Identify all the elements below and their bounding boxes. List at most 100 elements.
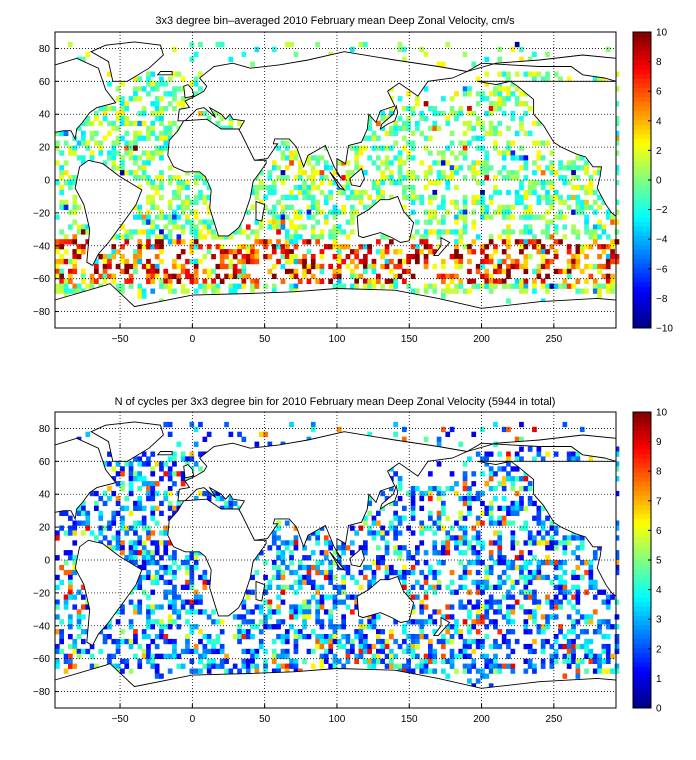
- bin-cell: [527, 130, 533, 136]
- bin-cell: [597, 545, 602, 551]
- bin-cell: [506, 609, 511, 615]
- bin-cell: [245, 589, 251, 595]
- bin-cell: [449, 165, 455, 171]
- bin-cell: [133, 530, 138, 536]
- bin-cell: [519, 446, 524, 452]
- bin-cell: [575, 589, 581, 595]
- bin-cell: [245, 648, 251, 655]
- bin-cell: [137, 258, 143, 265]
- bin-cell: [471, 471, 477, 477]
- bin-cell: [428, 150, 433, 156]
- bin-cell: [341, 564, 346, 571]
- bin-cell: [523, 258, 529, 265]
- bin-cell: [575, 574, 581, 581]
- bin-cell: [150, 184, 156, 191]
- bin-cell: [85, 515, 91, 521]
- bin-cell: [336, 229, 342, 235]
- bin-cell: [445, 160, 451, 166]
- bin-cell: [376, 189, 381, 196]
- bin-cell: [215, 288, 221, 294]
- bin-cell: [614, 254, 620, 260]
- bin-cell: [63, 278, 69, 284]
- bin-cell: [454, 283, 459, 289]
- bin-cell: [484, 254, 490, 260]
- bin-cell: [72, 520, 78, 526]
- bin-cell: [111, 125, 117, 131]
- bin-cell: [610, 254, 615, 260]
- colorbar-segment: [633, 45, 651, 52]
- bin-cell: [137, 249, 143, 255]
- bin-cell: [584, 229, 589, 235]
- colorbar-segment: [633, 221, 651, 227]
- bin-cell: [371, 258, 377, 265]
- bin-cell: [302, 224, 307, 230]
- bin-cell: [98, 515, 104, 521]
- bin-cell: [180, 101, 186, 107]
- bin-cell: [202, 653, 208, 659]
- bin-cell: [276, 520, 281, 526]
- bin-cell: [154, 579, 160, 585]
- bin-cell: [462, 540, 468, 546]
- bin-cell: [250, 229, 255, 235]
- bin-cell: [584, 648, 589, 655]
- colorbar-tick-label: −4: [656, 235, 668, 246]
- bin-cell: [128, 278, 134, 284]
- bin-cell: [159, 540, 164, 546]
- colorbar-segment: [633, 189, 651, 195]
- bin-cell: [198, 668, 203, 674]
- bin-cell: [493, 86, 498, 92]
- bin-cell: [536, 564, 542, 571]
- bin-cell: [310, 663, 316, 669]
- bin-cell: [141, 229, 147, 235]
- bin-cell: [579, 560, 585, 566]
- bin-cell: [241, 629, 247, 635]
- bin-cell: [575, 165, 581, 171]
- bin-cell: [293, 604, 299, 610]
- bin-cell: [267, 184, 273, 191]
- bin-cell: [98, 525, 104, 531]
- bin-cell: [76, 125, 82, 131]
- bin-cell: [493, 619, 498, 625]
- bin-cell: [215, 41, 221, 48]
- bin-cell: [410, 244, 416, 250]
- bin-cell: [384, 653, 390, 659]
- bin-cell: [172, 594, 177, 600]
- bin-cell: [553, 540, 559, 546]
- bin-cell: [198, 229, 203, 235]
- bin-cell: [141, 545, 147, 551]
- bin-cell: [549, 170, 555, 176]
- bin-cell: [462, 486, 468, 492]
- bin-cell: [467, 91, 472, 97]
- bin-cell: [141, 550, 147, 556]
- bin-cell: [380, 170, 385, 176]
- bin-cell: [146, 209, 151, 215]
- bin-cell: [167, 476, 173, 482]
- bin-cell: [575, 249, 581, 255]
- bin-cell: [393, 120, 398, 127]
- bin-cell: [436, 569, 442, 576]
- bin-cell: [471, 278, 477, 284]
- bin-cell: [133, 525, 138, 531]
- bin-cell: [341, 634, 346, 640]
- bin-cell: [575, 244, 581, 250]
- bin-cell: [271, 209, 277, 215]
- bin-cell: [315, 199, 320, 205]
- bin-cell: [588, 648, 594, 655]
- bin-cell: [172, 560, 177, 566]
- bin-cell: [146, 76, 151, 82]
- bin-cell: [115, 110, 121, 117]
- bin-cell: [475, 194, 481, 201]
- bin-cell: [258, 550, 264, 556]
- bin-cell: [558, 209, 563, 215]
- bin-cell: [432, 530, 438, 536]
- bin-cell: [380, 643, 385, 650]
- bin-cell: [293, 540, 299, 546]
- coastline: [349, 547, 365, 568]
- bin-cell: [553, 599, 559, 605]
- bin-cell: [493, 263, 498, 270]
- bin-cell: [341, 204, 346, 210]
- bin-cell: [380, 505, 385, 511]
- bin-cell: [128, 510, 134, 516]
- bin-cell: [245, 663, 251, 669]
- bin-cell: [449, 278, 455, 284]
